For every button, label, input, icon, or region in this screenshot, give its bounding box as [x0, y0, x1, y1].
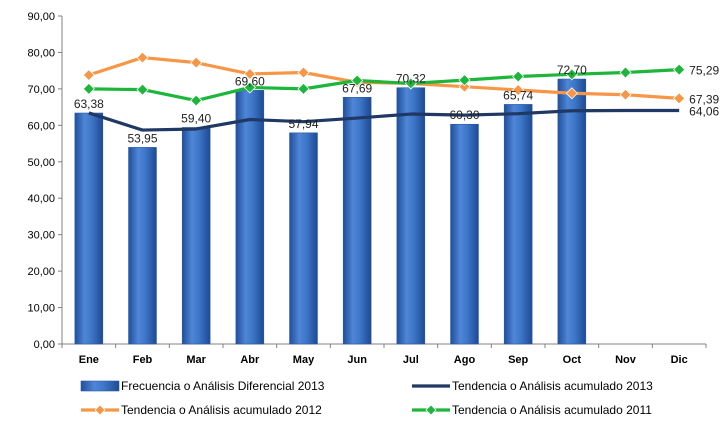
x-tick-label: Feb: [133, 354, 153, 366]
bar: [396, 87, 426, 345]
series-marker: [512, 83, 525, 97]
y-tick-label: 70,00: [27, 84, 55, 96]
bar-data-label: 69,60: [235, 74, 265, 88]
bar-data-label: 63,38: [74, 97, 104, 111]
series-marker: [565, 87, 578, 100]
chart-axes: 0,00 10,00 20,00 30,00 40,00 50,00 60,00 70,00 8…: [27, 11, 707, 366]
y-tick-label: 50,00: [27, 157, 55, 169]
legend-label: Tendencia o Análisis acumulado 2012: [121, 403, 322, 417]
x-tick-label: Sep: [508, 354, 528, 366]
y-tick-label: 80,00: [27, 47, 55, 59]
series-marker: [82, 68, 95, 82]
x-tick-label: Nov: [615, 354, 637, 366]
bar-data-label: 53,95: [127, 131, 157, 145]
bar: [342, 97, 372, 345]
x-tick-label: Mar: [186, 354, 206, 366]
bar: [503, 104, 533, 345]
series-marker: [297, 82, 310, 95]
legend: Frecuencia o Análisis Diferencial 2013 Te…: [80, 379, 653, 417]
series-marker: [404, 77, 417, 90]
line-end-label: 75,29: [689, 64, 719, 78]
bar: [74, 112, 104, 345]
series-marker: [512, 70, 525, 83]
bar: [128, 147, 157, 345]
x-tick-label: Jun: [347, 354, 367, 366]
x-tick-label: Ago: [454, 354, 476, 366]
x-tick-label: Dic: [671, 354, 688, 366]
legend-marker: [94, 404, 106, 416]
series-line: [88, 108, 680, 132]
series-marker: [82, 82, 95, 95]
series-marker: [458, 74, 471, 87]
data-labels: 63,38 53,95 59,40 69,60 57,94 67,69 70,32 60,30…: [74, 63, 720, 145]
bar-data-label: 59,40: [181, 112, 211, 126]
bar-data-label: 70,32: [396, 72, 426, 86]
bar: [557, 78, 587, 345]
bar-data-label: 60,30: [449, 108, 479, 122]
y-tick-label: 30,00: [27, 230, 55, 242]
series-marker: [190, 56, 203, 69]
series-marker: [673, 92, 686, 105]
y-tick-label: 0,00: [34, 339, 55, 351]
x-tick-label: Abr: [240, 354, 260, 366]
bar-data-label: 65,74: [503, 88, 533, 102]
y-tick-label: 20,00: [27, 266, 55, 278]
bar: [289, 132, 318, 345]
y-tick-label: 10,00: [27, 303, 55, 315]
bar: [450, 123, 479, 345]
legend-swatch: [80, 380, 120, 392]
bar-data-label: 72,70: [557, 63, 587, 77]
series-marker: [243, 81, 256, 94]
series-marker: [190, 94, 203, 107]
legend-label: Tendencia o Análisis acumulado 2011: [452, 403, 652, 417]
y-tick-label: 90,00: [27, 11, 55, 23]
series-marker: [458, 80, 471, 93]
series-marker: [565, 68, 578, 81]
series-marker: [136, 51, 149, 64]
legend-label: Tendencia o Análisis acumulado 2013: [452, 379, 653, 393]
series-marker: [673, 63, 686, 76]
series-marker: [351, 74, 364, 87]
x-tick-label: Jul: [403, 354, 419, 366]
bar-series: [74, 78, 587, 345]
series-line: [88, 68, 680, 103]
bar-data-label: 57,94: [288, 117, 318, 131]
series-line: [88, 55, 680, 100]
series-marker: [243, 67, 256, 81]
series-marker: [136, 83, 149, 96]
x-tick-label: May: [293, 354, 315, 366]
y-tick-label: 40,00: [27, 193, 55, 205]
x-tick-label: Ene: [79, 354, 99, 366]
bar: [235, 90, 265, 345]
series-marker: [297, 66, 310, 79]
series-marker: [619, 88, 632, 101]
bar: [181, 127, 211, 345]
series-marker: [619, 66, 632, 79]
legend-marker: [425, 404, 437, 416]
line-end-label: 64,06: [689, 105, 719, 119]
legend-label: Frecuencia o Análisis Diferencial 2013: [121, 379, 325, 393]
y-tick-label: 60,00: [27, 120, 55, 132]
line-end-label: 67,39: [689, 92, 719, 106]
x-tick-label: Oct: [563, 354, 582, 366]
line-series: [82, 51, 686, 132]
bar-data-label: 67,69: [342, 81, 372, 95]
